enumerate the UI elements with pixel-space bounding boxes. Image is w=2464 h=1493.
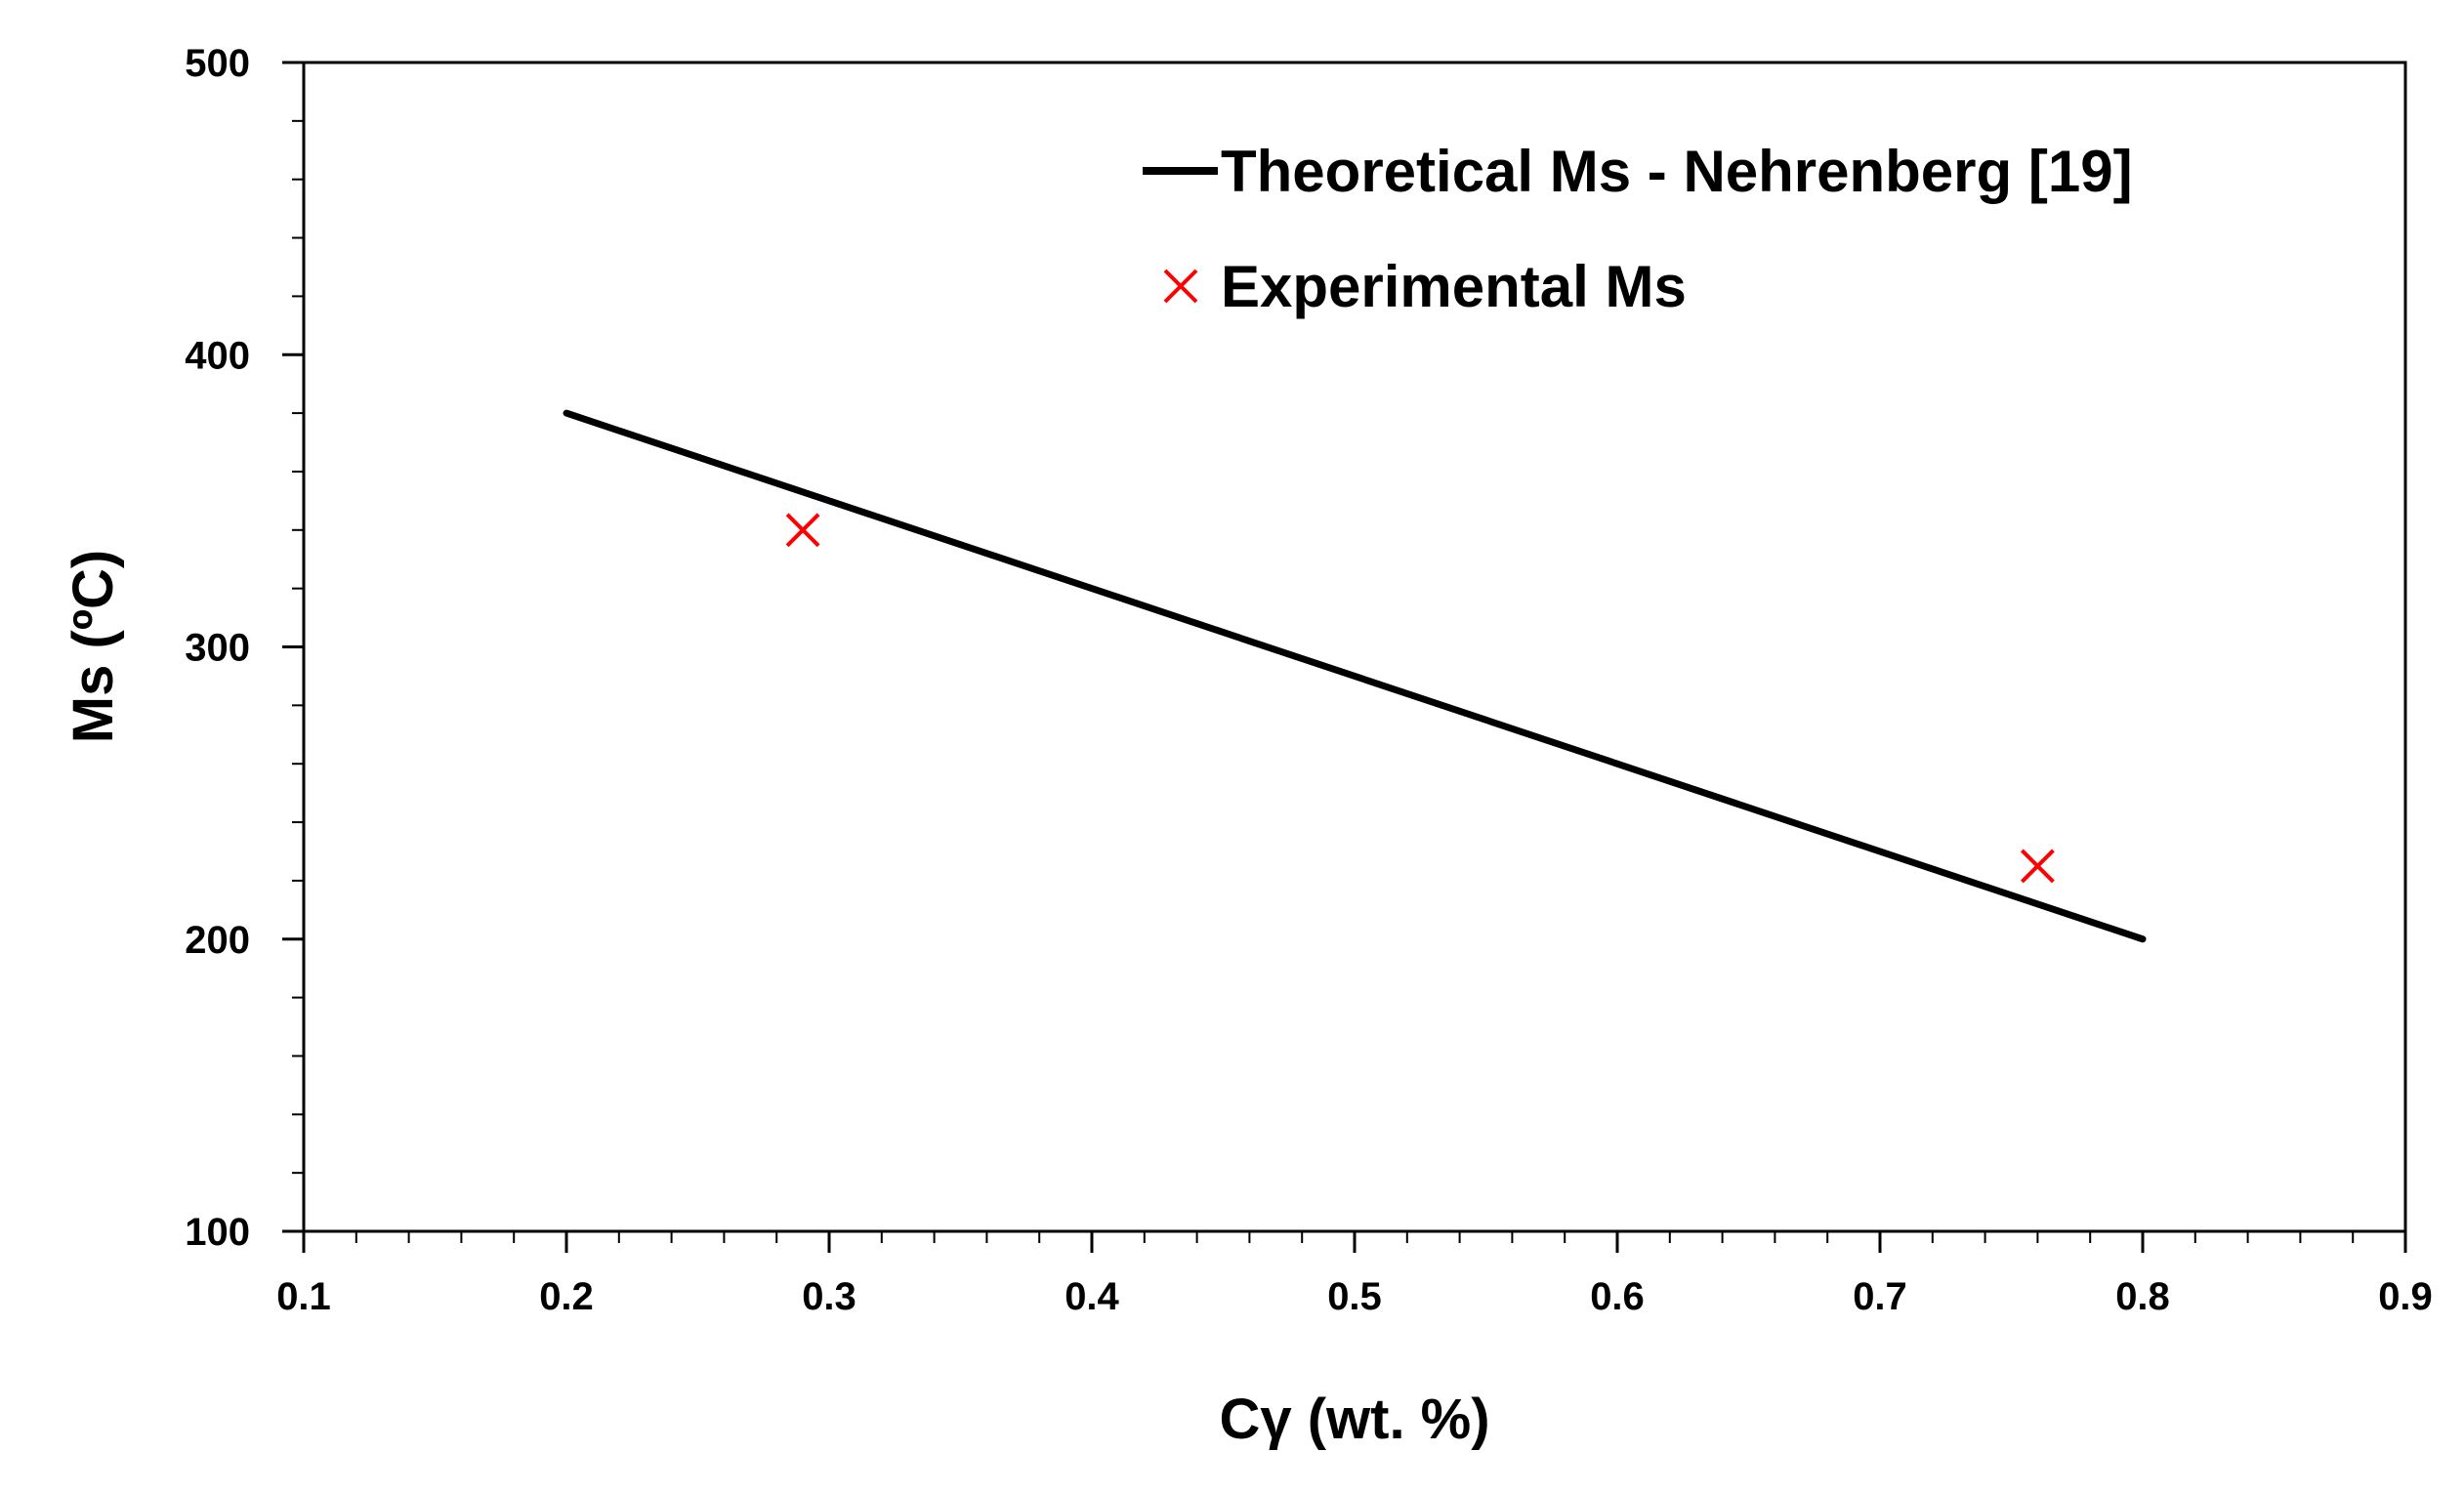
x-tick-label: 0.1 — [276, 1275, 331, 1318]
point-marker-stroke — [785, 513, 820, 548]
legend-x-marker — [1163, 269, 1198, 304]
x-tick-label: 0.8 — [2115, 1275, 2170, 1318]
y-axis-tick-labels: 100 200 300 400 500 — [185, 42, 250, 1254]
x-axis-ticks — [302, 1231, 2407, 1253]
legend-label-experimental: Experimental Ms — [1221, 254, 1687, 319]
x-tick-label: 0.5 — [1327, 1275, 1382, 1318]
point-marker-stroke — [2020, 849, 2055, 884]
y-axis-title: Ms (ºC) — [62, 550, 125, 743]
x-tick-label: 0.4 — [1065, 1275, 1119, 1318]
x-tick-label: 0.7 — [1853, 1275, 1907, 1318]
experimental-ms-point — [785, 513, 820, 548]
x-axis-tick-labels: 0.1 0.2 0.3 0.4 0.5 0.6 0.7 0.8 0.9 — [276, 1275, 2433, 1318]
y-axis-ticks — [282, 61, 304, 1233]
legend-label-theoretical: Theoretical Ms - Nehrenberg [19] — [1221, 139, 2133, 204]
series-layer — [563, 409, 2147, 943]
x-tick-label: 0.2 — [539, 1275, 594, 1318]
x-axis-title: Cγ (wt. %) — [1219, 1388, 1489, 1451]
y-tick-label: 500 — [185, 42, 250, 85]
x-tick-label: 0.9 — [2378, 1275, 2433, 1318]
y-tick-label: 300 — [185, 627, 250, 670]
x-tick-label: 0.3 — [802, 1275, 856, 1318]
y-tick-label: 400 — [185, 334, 250, 377]
y-tick-label: 200 — [185, 919, 250, 962]
experimental-ms-point — [2020, 849, 2055, 884]
theoretical-ms-line — [563, 409, 2147, 943]
legend: Theoretical Ms - Nehrenberg [19] Experim… — [1143, 139, 2133, 319]
y-tick-label: 100 — [185, 1211, 250, 1254]
x-tick-label: 0.6 — [1590, 1275, 1645, 1318]
